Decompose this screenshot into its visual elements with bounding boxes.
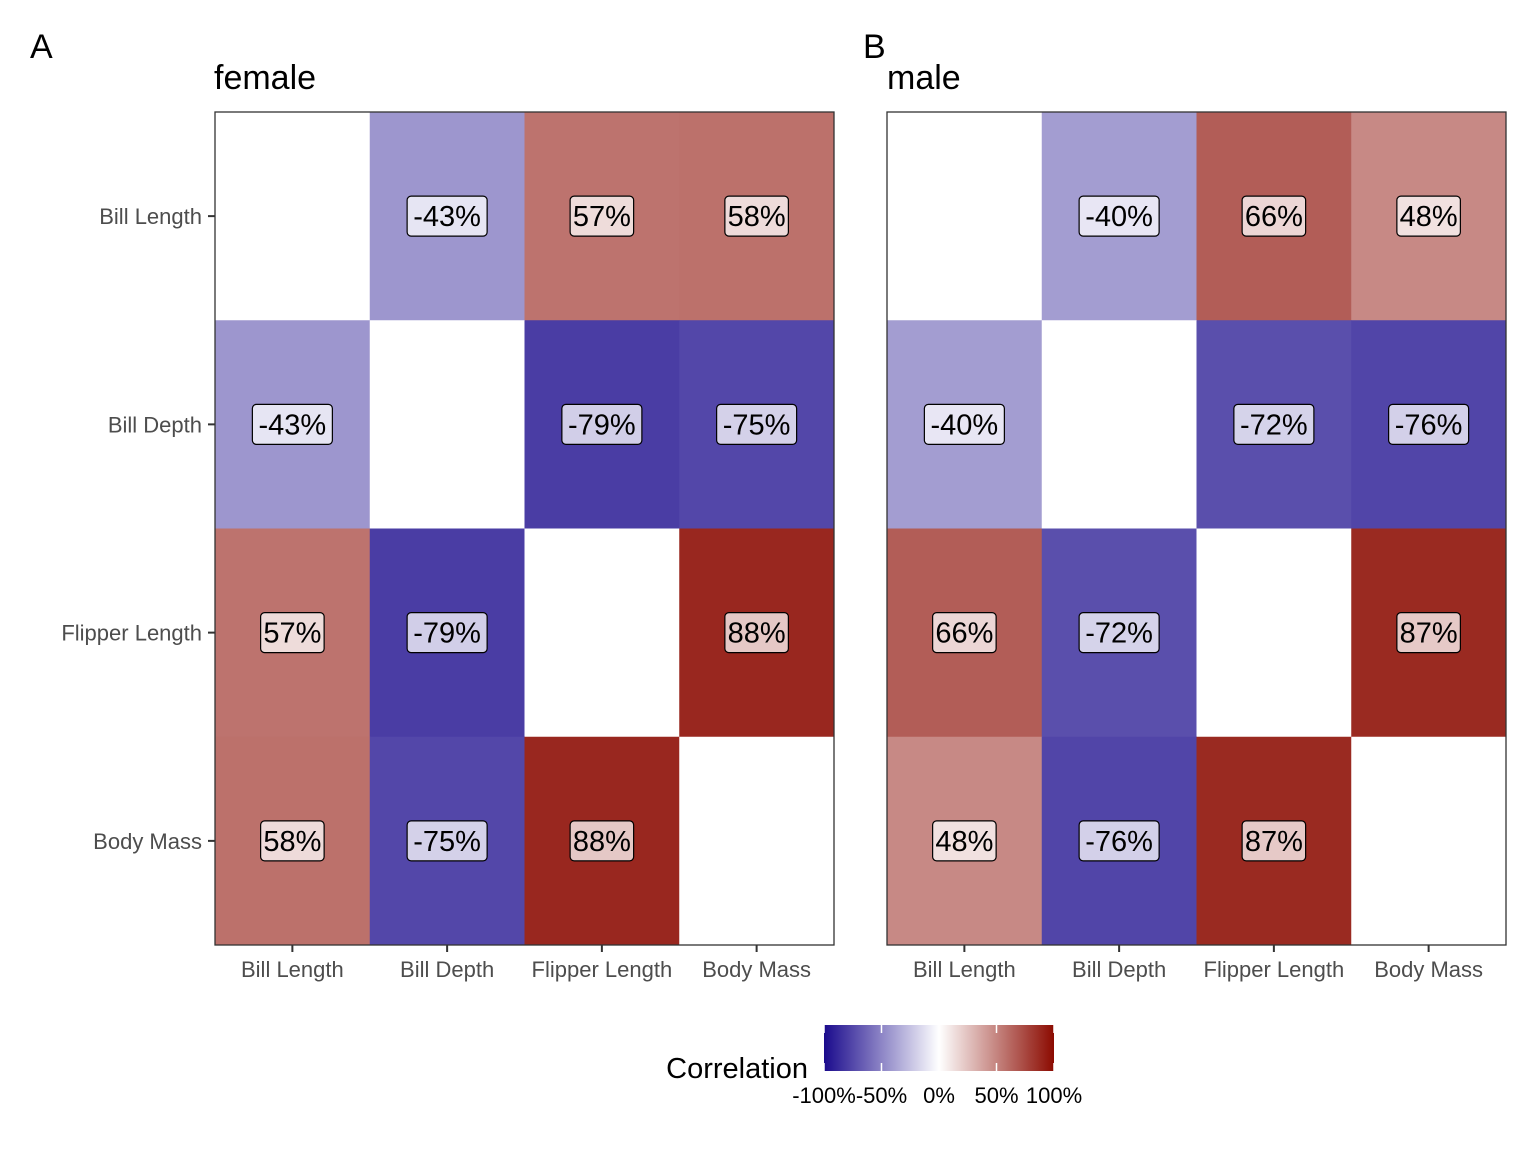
cell-value-label: 57% (573, 201, 631, 233)
cell-label-box (1388, 403, 1470, 445)
cell-value-label: 48% (935, 826, 993, 858)
cell-value-label: 87% (1400, 618, 1458, 650)
cell-value-label: -72% (1240, 409, 1308, 441)
cell-label-box (724, 195, 789, 237)
cell-value-label: -40% (931, 409, 999, 441)
x-tick-label: Body Mass (1374, 957, 1483, 982)
cell-label-box (569, 195, 635, 237)
cell-value-label: 88% (573, 826, 631, 858)
legend-tick-label: 50% (974, 1083, 1018, 1108)
panel-title: female (214, 59, 316, 97)
cell-label-box (932, 820, 997, 862)
cell-value-label: 87% (1245, 826, 1303, 858)
cell-label-box (260, 612, 325, 654)
cell-value-label: -79% (568, 409, 636, 441)
heatmap-tile (887, 112, 1043, 321)
cell-value-label: 58% (728, 201, 786, 233)
cell-label-box (1078, 612, 1160, 654)
x-tick-label: Bill Length (913, 957, 1016, 982)
cell-value-label: -75% (723, 409, 791, 441)
legend-tick-label: -100% (792, 1083, 856, 1108)
x-tick-label: Bill Depth (1072, 957, 1166, 982)
y-tick-label: Bill Length (99, 204, 202, 229)
y-tick-label: Bill Depth (108, 412, 202, 437)
cell-label-box (1396, 195, 1461, 237)
cell-label-box (1233, 403, 1315, 445)
y-tick-label: Body Mass (93, 829, 202, 854)
cell-value-label: -75% (413, 826, 481, 858)
cell-value-label: -76% (1085, 826, 1153, 858)
x-tick-label: Body Mass (702, 957, 811, 982)
heatmap-tile (1351, 736, 1507, 946)
cell-label-box (569, 820, 635, 862)
x-tick-label: Bill Length (241, 957, 344, 982)
legend-tick-label: 100% (1026, 1083, 1082, 1108)
cell-label-box (406, 195, 488, 237)
legend: Correlation-100% -50% 0% 50% 100% (666, 1025, 1082, 1108)
cell-label-box (406, 612, 488, 654)
panel-border (886, 111, 1507, 946)
cell-label-box (1396, 612, 1461, 654)
cell-label-box (724, 612, 789, 654)
cell-label-box (1078, 195, 1160, 237)
cell-label-box (1078, 820, 1160, 862)
cell-label-box (251, 403, 333, 445)
cell-value-label: 66% (935, 618, 993, 650)
cell-label-box (923, 403, 1005, 445)
cell-label-box (260, 820, 325, 862)
cell-label-box (561, 403, 643, 445)
y-tick-label: Flipper Length (61, 621, 202, 646)
cell-value-label: -76% (1395, 409, 1463, 441)
cell-value-label: 58% (263, 826, 321, 858)
cell-value-label: 57% (263, 618, 321, 650)
cell-label-box (932, 612, 997, 654)
heatmap-tile (215, 112, 371, 321)
panel-title: male (887, 59, 961, 97)
cell-label-box (716, 403, 798, 445)
cell-label-box (406, 820, 488, 862)
panel-tag-A: A (30, 28, 53, 66)
heatmap-tile (1196, 528, 1352, 738)
panel-tag-B: B (863, 28, 886, 66)
cell-value-label: -40% (1085, 201, 1153, 233)
panel-border (214, 111, 835, 946)
cell-value-label: 88% (728, 618, 786, 650)
cell-label-box (1241, 195, 1307, 237)
legend-title: Correlation (666, 1053, 808, 1085)
x-tick-label: Bill Depth (400, 957, 494, 982)
cell-value-label: 66% (1245, 201, 1303, 233)
heatmap-tile (1041, 320, 1197, 529)
heatmap-tile (524, 528, 680, 738)
cell-value-label: -72% (1085, 618, 1153, 650)
cell-label-box (1241, 820, 1307, 862)
cell-value-label: -43% (413, 201, 481, 233)
x-tick-label: Flipper Length (1204, 957, 1345, 982)
cell-value-label: -79% (413, 618, 481, 650)
cell-value-label: 48% (1400, 201, 1458, 233)
heatmap-tile (679, 736, 835, 946)
heatmap-tile (369, 320, 525, 529)
legend-tick-label: -50% (856, 1083, 907, 1108)
cell-value-label: -43% (259, 409, 327, 441)
x-tick-label: Flipper Length (532, 957, 673, 982)
legend-tick-label: 0% (923, 1083, 955, 1108)
